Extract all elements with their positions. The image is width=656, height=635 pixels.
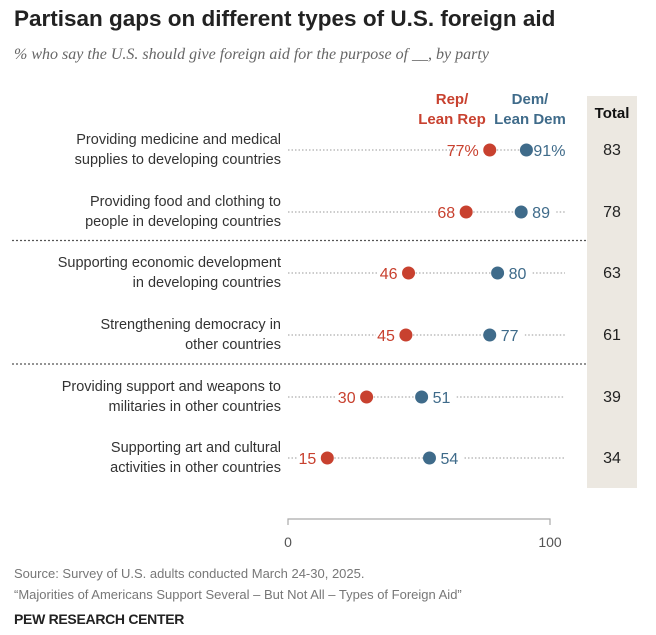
dot-dem <box>415 390 429 404</box>
label-bg <box>426 387 457 407</box>
legend-rep: Lean Rep <box>418 111 486 128</box>
dot-rep <box>483 143 497 157</box>
dot-dem <box>422 451 436 465</box>
label-bg <box>459 140 486 160</box>
category-label: militaries in other countries <box>109 399 281 415</box>
total-header: Total <box>595 105 630 122</box>
dot-plot: Total Rep/Lean Rep Dem/Lean Dem Providing m… <box>12 91 637 550</box>
category-label: Providing food and clothing to <box>90 194 281 210</box>
report-title: “Majorities of Americans Support Several… <box>14 587 462 602</box>
category-label: Supporting economic development <box>58 255 281 271</box>
label-bg <box>494 325 525 345</box>
value-label-dem: 91% <box>533 143 565 160</box>
dot-rep <box>320 451 334 465</box>
value-label-dem: 77 <box>501 328 519 345</box>
total-value: 78 <box>603 204 621 221</box>
dot-dem <box>491 266 505 280</box>
label-bg <box>531 140 562 160</box>
dot-dem <box>519 143 533 157</box>
source-note: Source: Survey of U.S. adults conducted … <box>14 566 365 581</box>
label-bg <box>336 387 363 407</box>
label-bg <box>434 448 465 468</box>
value-label-dem: 54 <box>440 451 458 468</box>
value-label-dem: 89 <box>532 205 550 222</box>
value-label-rep: 45 <box>377 328 395 345</box>
label-bg <box>375 325 402 345</box>
total-value: 83 <box>603 142 621 159</box>
value-label-rep: 46 <box>380 266 398 283</box>
category-label: Providing medicine and medical <box>76 132 281 148</box>
x-tick-label: 100 <box>538 534 562 550</box>
category-label: Providing support and weapons to <box>62 379 281 395</box>
legend-dem: Lean Dem <box>494 111 566 128</box>
label-bg <box>526 202 557 222</box>
label-bg <box>297 448 324 468</box>
category-label: Supporting art and cultural <box>111 440 281 456</box>
dot-rep <box>399 328 413 342</box>
chart-subtitle: % who say the U.S. should give foreign a… <box>14 46 489 63</box>
total-column-bg <box>587 96 637 488</box>
dot-rep <box>402 266 416 280</box>
dot-rep <box>360 390 374 404</box>
legend-dem: Dem/ <box>512 91 550 108</box>
total-value: 63 <box>603 265 621 282</box>
value-label-dem: 80 <box>509 266 527 283</box>
x-tick-label: 0 <box>284 534 292 550</box>
legend-rep: Rep/ <box>436 91 469 108</box>
chart-title: Partisan gaps on different types of U.S.… <box>14 6 556 31</box>
label-bg <box>436 202 463 222</box>
category-label: people in developing countries <box>85 214 281 230</box>
category-label: activities in other countries <box>110 460 281 476</box>
pew-logo: PEW RESEARCH CENTER <box>14 611 185 627</box>
label-bg <box>378 263 405 283</box>
total-value: 61 <box>603 327 621 344</box>
value-label-rep: 30 <box>338 390 356 407</box>
category-label: other countries <box>185 337 281 353</box>
total-value: 34 <box>603 450 621 467</box>
label-bg <box>502 263 533 283</box>
dot-dem <box>483 328 497 342</box>
value-label-rep: 68 <box>437 205 455 222</box>
category-label: in developing countries <box>133 275 281 291</box>
category-label: Strengthening democracy in <box>100 317 281 333</box>
dot-dem <box>514 205 528 219</box>
value-label-rep: 77% <box>447 143 479 160</box>
total-value: 39 <box>603 389 621 406</box>
category-label: supplies to developing countries <box>75 152 281 168</box>
x-axis <box>287 518 551 525</box>
value-label-rep: 15 <box>299 451 317 468</box>
value-label-dem: 51 <box>433 390 451 407</box>
dot-rep <box>459 205 473 219</box>
